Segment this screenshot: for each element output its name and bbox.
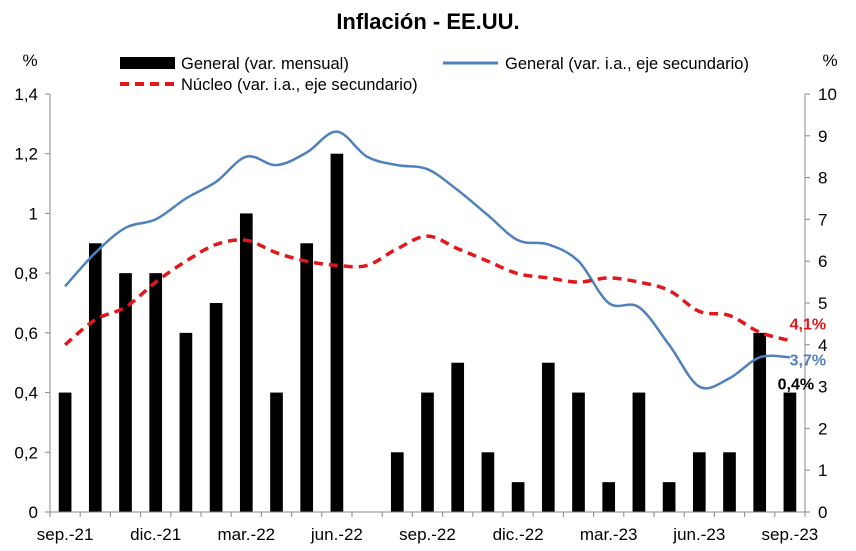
bar-nov.-22 [481,452,495,512]
bar-dic.-21 [149,273,163,512]
x-tick-label: jun.-22 [310,525,363,544]
chart-title: Inflación - EE.UU. [336,9,519,34]
bar-mar.-23 [602,482,616,512]
bar-sep.-21 [58,392,72,512]
legend-swatch-bar [120,57,175,69]
bar-sep.-23 [783,392,797,512]
bar-oct.-22 [451,362,465,512]
bar-ago.-22 [390,452,404,512]
data-label: 0,4% [778,377,814,394]
right-tick-label: 0 [818,503,827,522]
bar-nov.-21 [119,273,132,512]
bar-abr.-22 [270,392,283,512]
data-label: 3,7% [790,352,826,369]
bar-feb.-23 [572,392,585,512]
legend: General (var. mensual) General (var. i.a.… [120,55,749,94]
left-tick-label: 1,2 [14,145,38,164]
right-tick-label: 3 [818,378,827,397]
right-tick-label: 9 [818,127,827,146]
left-tick-label: 0,4 [14,384,38,403]
right-tick-label: 5 [818,294,827,313]
x-tick-label: sep.-21 [37,525,94,544]
data-label: 4,1% [790,317,826,334]
right-tick-label: 6 [818,252,827,271]
left-tick-label: 1 [29,204,38,223]
data-labels: 4,1% 3,7% 0,4% [778,317,826,394]
left-tick-label: 0 [29,503,38,522]
bar-dic.-22 [511,482,525,512]
bar-sep.-22 [421,392,434,512]
legend-label-bar: General (var. mensual) [181,55,349,73]
right-tick-label: 7 [818,210,827,229]
legend-label-dashed: Núcleo (var. i.a., eje secundario) [181,76,418,94]
bar-jun.-23 [692,452,706,512]
right-axis-unit: % [822,51,837,70]
bar-jun.-22 [330,153,344,512]
line-general-ia [64,130,790,390]
bar-feb.-22 [209,303,223,512]
line-nucleo [63,234,791,347]
left-tick-label: 0,6 [14,324,38,343]
bar-oct.-21 [88,243,102,513]
bar-jul.-23 [723,452,736,512]
right-tick-label: 2 [818,419,827,438]
right-tick-label: 4 [818,336,827,355]
left-tick-label: 0,8 [14,264,38,283]
x-tick-label: dic.-21 [130,525,181,544]
right-tick-label: 8 [818,169,827,188]
x-tick-label: sep.-22 [399,525,456,544]
left-tick-label: 1,4 [14,85,38,104]
left-axis-unit: % [22,51,37,70]
bar-ene.-23 [541,362,555,512]
bar-series-general-mensual [58,153,797,513]
bar-abr.-23 [632,392,646,512]
right-tick-label: 1 [818,461,827,480]
bar-ene.-22 [179,332,193,512]
x-tick-label: sep.-23 [762,525,819,544]
line-series [63,130,791,390]
bar-ago.-23 [753,332,767,512]
legend-label-line: General (var. i.a., eje secundario) [505,55,749,73]
x-tick-label: mar.-22 [217,525,275,544]
bar-may.-22 [300,243,314,513]
right-tick-label: 10 [818,85,837,104]
x-tick-label: dic.-22 [493,525,544,544]
left-tick-label: 0,2 [14,443,38,462]
axes: 0 0,2 0,4 0,6 0,8 1 1,2 1,4 0 1 2 3 4 5 6 7 8 9 10 sep.-21 d… [14,85,837,544]
bar-may.-23 [662,482,676,512]
x-tick-label: mar.-23 [580,525,638,544]
bar-mar.-22 [239,213,253,512]
x-tick-label: jun.-23 [672,525,725,544]
